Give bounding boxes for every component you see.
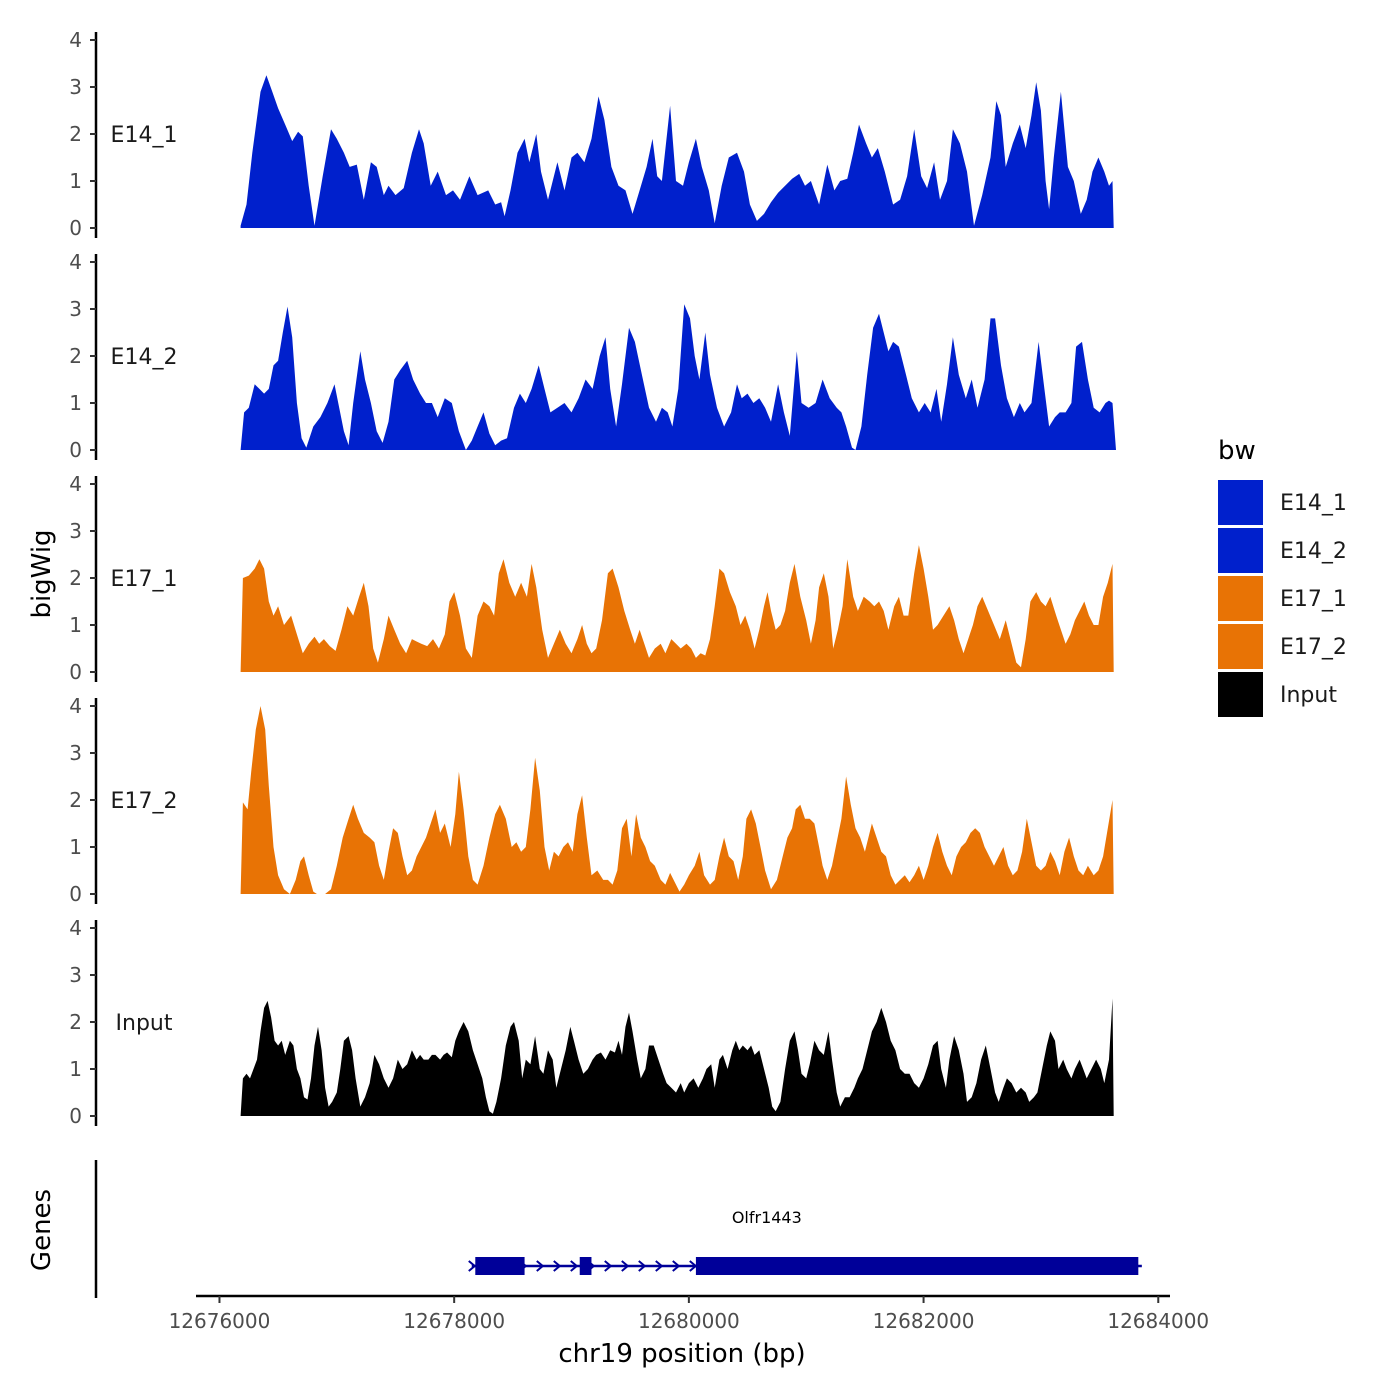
x-axis-title: chr19 position (bp) bbox=[558, 1339, 805, 1369]
y-tick-label: 2 bbox=[69, 1010, 82, 1034]
legend-label-E14_2: E14_2 bbox=[1280, 539, 1347, 564]
track-E14_2: 0 1 2 3 4 E14_2 bbox=[69, 250, 1117, 462]
gene-exon bbox=[579, 1257, 592, 1275]
legend-swatch-Input bbox=[1218, 672, 1263, 717]
track-Input: 0 1 2 3 4 Input bbox=[69, 916, 1114, 1128]
y-tick-label: 1 bbox=[69, 169, 82, 193]
strand-arrow bbox=[604, 1260, 613, 1272]
gene-exon bbox=[695, 1257, 1139, 1275]
y-tick-label: 4 bbox=[69, 28, 82, 52]
y-tick-label: 0 bbox=[69, 660, 82, 684]
legend-label-E17_2: E17_2 bbox=[1280, 635, 1347, 660]
y-tick-label: 1 bbox=[69, 613, 82, 637]
signal-area-Input bbox=[240, 998, 1114, 1116]
track-label-Input: Input bbox=[116, 1011, 173, 1036]
x-axis: 12676000 12678000 12680000 12682000 12684000 bbox=[169, 1294, 1209, 1333]
legend-label-E14_1: E14_1 bbox=[1280, 491, 1347, 516]
y-tick-label: 1 bbox=[69, 391, 82, 415]
y-tick-label: 0 bbox=[69, 882, 82, 906]
y-tick-label: 0 bbox=[69, 438, 82, 462]
y-axis-title: bigWig bbox=[27, 529, 57, 618]
signal-area-E14_2 bbox=[240, 304, 1117, 450]
legend-label-E17_1: E17_1 bbox=[1280, 587, 1347, 612]
legend-swatch-E17_2 bbox=[1218, 624, 1263, 669]
y-tick-label: 3 bbox=[69, 519, 82, 543]
strand-arrow bbox=[570, 1260, 579, 1272]
legend: bw E14_1 E14_2 E17_1 E17_2 Input bbox=[1218, 436, 1347, 717]
gene-track: Olfr1443 bbox=[94, 1160, 1142, 1298]
y-tick-label: 0 bbox=[69, 216, 82, 240]
signal-area-E14_1 bbox=[240, 75, 1114, 228]
strand-arrow bbox=[621, 1260, 630, 1272]
track-label-E14_2: E14_2 bbox=[111, 345, 178, 370]
legend-swatch-E14_1 bbox=[1218, 480, 1263, 525]
track-E14_1: 0 1 2 3 4 E14_1 bbox=[69, 28, 1114, 240]
strand-arrow bbox=[672, 1260, 681, 1272]
track-label-E17_1: E17_1 bbox=[111, 567, 178, 592]
y-tick-label: 0 bbox=[69, 1104, 82, 1128]
y-tick-label: 1 bbox=[69, 835, 82, 859]
signal-area-E17_2 bbox=[240, 706, 1114, 894]
bigwig-tracks: 0 1 2 3 4 E14_1 0 1 2 3 4 E14_2 0 1 2 3 4 E17_1 0 1 2 3 4 E17_2… bbox=[69, 28, 1117, 1128]
x-tick-label: 12682000 bbox=[873, 1309, 975, 1333]
strand-arrow bbox=[468, 1260, 477, 1272]
track-E17_1: 0 1 2 3 4 E17_1 bbox=[69, 472, 1114, 684]
legend-title: bw bbox=[1218, 436, 1256, 466]
y-tick-label: 4 bbox=[69, 472, 82, 496]
gene-exon bbox=[475, 1257, 525, 1275]
y-tick-label: 3 bbox=[69, 963, 82, 987]
x-tick-label: 12676000 bbox=[169, 1309, 271, 1333]
y-tick-label: 1 bbox=[69, 1057, 82, 1081]
strand-arrow bbox=[638, 1260, 647, 1272]
y-tick-label: 2 bbox=[69, 344, 82, 368]
y-tick-label: 4 bbox=[69, 694, 82, 718]
strand-arrow bbox=[655, 1260, 664, 1272]
y-tick-label: 2 bbox=[69, 788, 82, 812]
genes-track-title: Genes bbox=[27, 1189, 57, 1271]
y-tick-label: 3 bbox=[69, 741, 82, 765]
y-tick-label: 2 bbox=[69, 566, 82, 590]
track-label-E17_2: E17_2 bbox=[111, 789, 178, 814]
signal-area-E17_1 bbox=[240, 545, 1114, 672]
strand-arrow bbox=[689, 1260, 698, 1272]
y-tick-label: 4 bbox=[69, 250, 82, 274]
strand-arrow bbox=[553, 1260, 562, 1272]
gene-name-label: Olfr1443 bbox=[732, 1208, 802, 1227]
x-tick-label: 12680000 bbox=[638, 1309, 740, 1333]
y-tick-label: 3 bbox=[69, 75, 82, 99]
track-E17_2: 0 1 2 3 4 E17_2 bbox=[69, 694, 1114, 906]
x-tick-label: 12678000 bbox=[403, 1309, 505, 1333]
track-label-E14_1: E14_1 bbox=[111, 123, 178, 148]
y-tick-label: 3 bbox=[69, 297, 82, 321]
strand-arrow bbox=[536, 1260, 545, 1272]
legend-swatch-E17_1 bbox=[1218, 576, 1263, 621]
legend-swatch-E14_2 bbox=[1218, 528, 1263, 573]
y-tick-label: 4 bbox=[69, 916, 82, 940]
legend-label-Input: Input bbox=[1280, 683, 1337, 708]
x-tick-label: 12684000 bbox=[1107, 1309, 1209, 1333]
y-tick-label: 2 bbox=[69, 122, 82, 146]
